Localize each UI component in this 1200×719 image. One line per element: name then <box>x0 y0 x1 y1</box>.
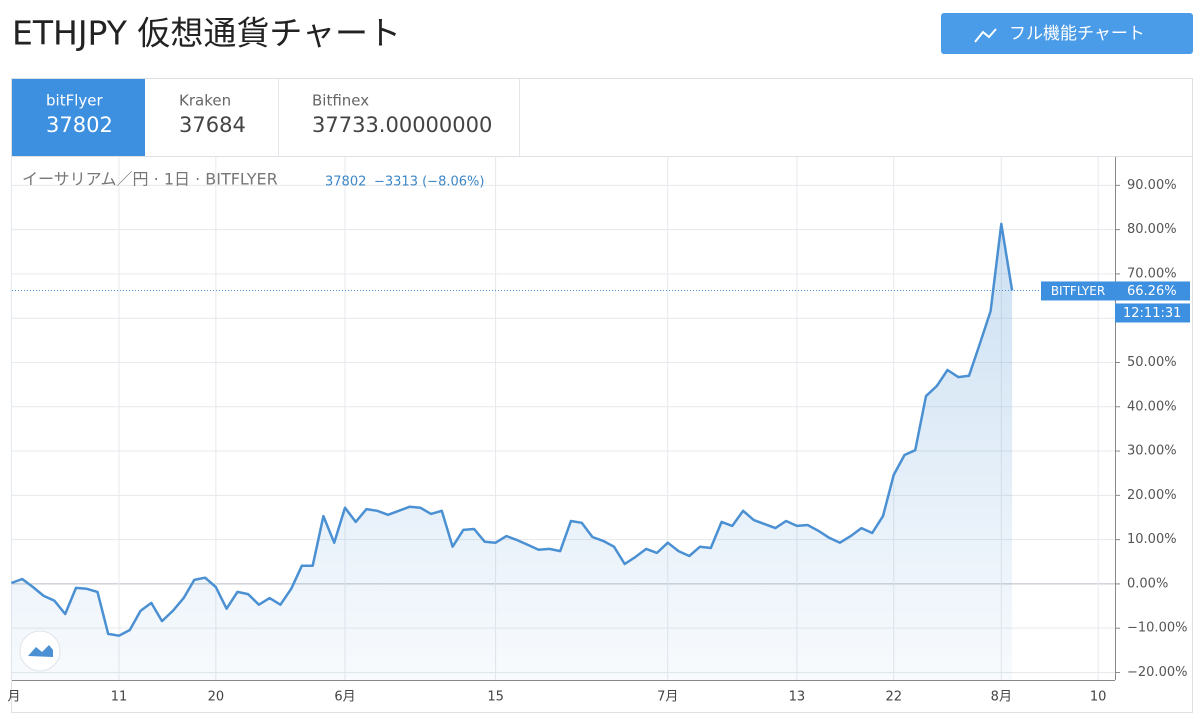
y-tick-label: 30.00% <box>1127 444 1177 459</box>
tab-name[interactable]: Bitfinex <box>312 92 369 110</box>
tab-price[interactable]: 37802 <box>46 113 113 137</box>
time-label-box <box>1115 303 1190 323</box>
legend-price: 37802 <box>325 175 366 190</box>
x-tick-label: 8月 <box>991 690 1012 705</box>
price-tag-name: BITFLYER <box>1051 284 1105 298</box>
x-tick-label: 11 <box>111 690 128 705</box>
logo-icon <box>28 645 53 657</box>
x-tick-label: 20 <box>208 690 225 705</box>
page-title: ETHJPY 仮想通貨チャート <box>12 14 401 53</box>
y-tick-label: 40.00% <box>1127 399 1177 414</box>
full-chart-button[interactable] <box>941 13 1193 54</box>
tab-price[interactable]: 37684 <box>179 113 246 137</box>
time-label: 12:11:31 <box>1123 306 1181 321</box>
y-tick-label: 70.00% <box>1127 266 1177 281</box>
legend-change: −3313 (−8.06%) <box>374 175 484 190</box>
x-tick-label: 6月 <box>334 690 355 705</box>
area <box>11 223 1013 680</box>
x-tick-label: 月 <box>7 690 20 705</box>
price-label-box <box>1115 281 1190 301</box>
y-tick-label: −20.00% <box>1127 665 1187 680</box>
x-tick-label: 15 <box>487 690 504 705</box>
y-tick-label: 20.00% <box>1127 488 1177 503</box>
button-label[interactable]: フル機能チャート <box>1009 24 1145 44</box>
x-tick-label: 13 <box>789 690 806 705</box>
price-label: 66.26% <box>1127 284 1177 299</box>
tab-active[interactable] <box>12 79 145 156</box>
price-tag <box>1041 281 1115 301</box>
x-tick-label: 10 <box>1090 690 1107 705</box>
legend-symbol: イーサリアム／円 · 1日 · BITFLYER <box>22 170 278 189</box>
x-tick-label: 7月 <box>657 690 678 705</box>
button-icon <box>974 28 997 43</box>
tab-name[interactable]: Kraken <box>179 92 231 110</box>
y-tick-label: 50.00% <box>1127 355 1177 370</box>
tab-name[interactable]: bitFlyer <box>46 92 103 110</box>
tab-price[interactable]: 37733.00000000 <box>312 113 492 137</box>
y-tick-label: 0.00% <box>1127 576 1168 591</box>
line <box>10 222 1014 637</box>
y-tick-label: 80.00% <box>1127 222 1177 237</box>
y-tick-label: 10.00% <box>1127 532 1177 547</box>
x-tick-label: 22 <box>885 690 902 705</box>
y-tick-label: 90.00% <box>1127 178 1177 193</box>
y-tick-label: −10.00% <box>1127 621 1187 636</box>
